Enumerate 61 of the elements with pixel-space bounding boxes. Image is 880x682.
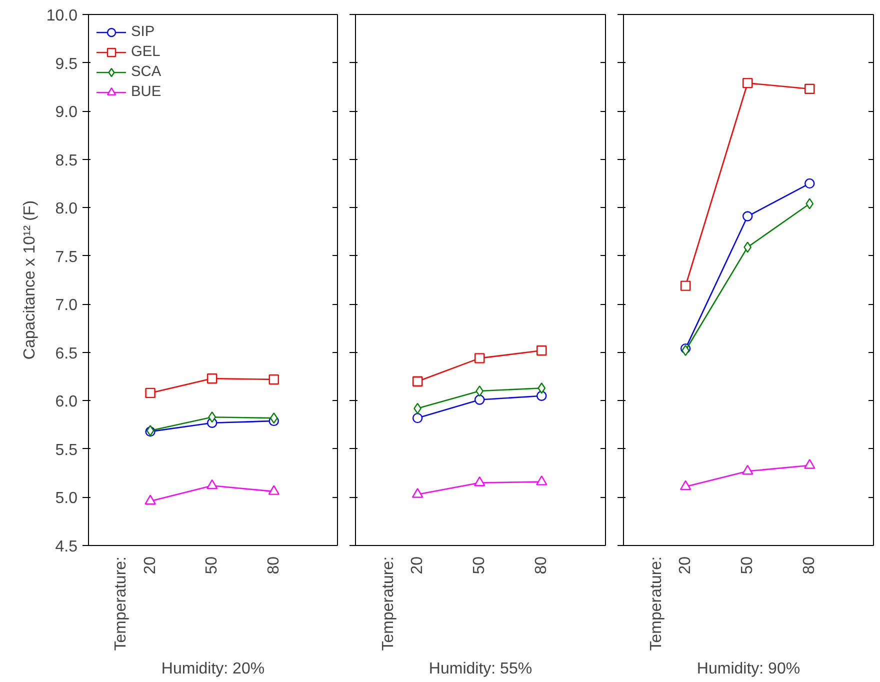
y-tick-label: 6.5 (55, 345, 78, 362)
point (804, 458, 816, 469)
legend-label: SIP (131, 24, 155, 40)
point (742, 78, 753, 88)
x-tick-label: 50 (471, 556, 488, 574)
x-tick-label: 80 (265, 556, 282, 574)
y-tick-label: 7.0 (55, 297, 78, 314)
point (536, 345, 547, 356)
point (145, 388, 156, 398)
text: Humidity: 20% (161, 660, 265, 678)
legend-label: SCA (131, 64, 162, 80)
point (206, 373, 218, 384)
point (474, 394, 485, 405)
x-tick-label: 20 (409, 556, 426, 574)
x-tick-label: 80 (801, 556, 818, 574)
point (680, 480, 692, 490)
point (806, 198, 814, 210)
text: Humidity: 55% (428, 660, 532, 678)
x-tick-label: 50 (739, 556, 756, 574)
point (538, 382, 546, 394)
point (412, 412, 423, 424)
y-tick-label: 5.0 (55, 490, 78, 508)
legend-label: BUE (131, 84, 162, 100)
y-tick-label: 10.0 (46, 8, 78, 24)
x-tick-label: 20 (142, 556, 159, 574)
point (536, 475, 548, 486)
point (804, 84, 815, 94)
text: Temperature: (648, 556, 665, 651)
point (268, 485, 280, 495)
text: Temperature: (112, 556, 130, 651)
point (474, 476, 486, 486)
y-tick-label: 8.5 (55, 152, 78, 170)
point (680, 280, 691, 291)
point (270, 412, 278, 424)
point (804, 178, 815, 189)
point (268, 374, 279, 385)
x-tick-label: 20 (677, 556, 694, 574)
point (412, 376, 423, 386)
point (742, 211, 753, 222)
y-tick-label: 9.5 (55, 56, 78, 73)
point (536, 390, 547, 401)
y-tick-label: 9.0 (55, 104, 78, 122)
text: Humidity: 90% (696, 660, 800, 678)
y-tick-label: 4.5 (55, 538, 78, 556)
legend-label: GEL (131, 44, 160, 60)
point (474, 353, 485, 364)
point (412, 488, 424, 498)
y-axis-title: Capacitance x 10¹² (F) (21, 200, 38, 360)
x-tick-label: 50 (204, 556, 221, 574)
y-tick-label: 6.0 (55, 394, 78, 411)
text: Temperature: (380, 556, 397, 651)
point (208, 411, 216, 423)
y-tick-label: 5.5 (55, 442, 78, 459)
point (144, 494, 156, 505)
x-tick-label: 80 (533, 556, 550, 574)
point (206, 479, 218, 490)
point (476, 385, 484, 397)
point (742, 464, 754, 475)
y-tick-label: 7.5 (55, 248, 78, 266)
y-tick-label: 8.0 (55, 200, 78, 218)
point (744, 242, 752, 253)
